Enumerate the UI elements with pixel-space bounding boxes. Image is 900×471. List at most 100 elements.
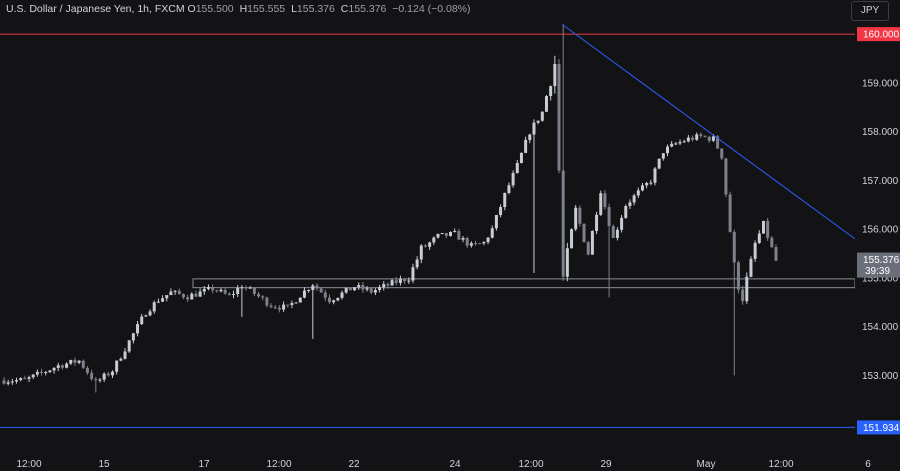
candle-body	[428, 242, 432, 247]
candle-body	[611, 225, 615, 238]
candle-body	[494, 215, 498, 229]
price-tick-label: 159.000	[862, 78, 899, 89]
price-tick-label: 156.000	[862, 225, 899, 236]
candle-body	[48, 370, 52, 373]
candle-body	[85, 367, 89, 373]
candle-body	[27, 377, 31, 379]
change-value: −0.124 (−0.08%)	[392, 3, 471, 15]
high-label: H	[239, 3, 248, 15]
candle-body	[703, 135, 707, 137]
candle-body	[419, 245, 423, 260]
candle-body	[348, 287, 352, 291]
candle-body	[169, 291, 173, 296]
candle-body	[570, 229, 574, 249]
candle-body	[190, 293, 194, 300]
candle-body	[119, 358, 123, 361]
last-price-tag	[857, 252, 900, 278]
candle-body	[248, 287, 252, 289]
candle-body	[223, 289, 227, 294]
time-tick-label: 12:00	[768, 459, 793, 470]
price-tick-label: 154.000	[862, 322, 899, 333]
time-tick-label: 17	[198, 459, 210, 470]
candle-body	[23, 378, 27, 380]
candle-body	[499, 207, 503, 216]
candle-body	[707, 136, 711, 141]
candle-body	[699, 134, 703, 136]
time-tick-label: 29	[600, 459, 612, 470]
candle-body	[607, 207, 611, 226]
price-axis[interactable]: 159.000 158.000 157.000 156.000 155.000 154.0…	[855, 0, 900, 471]
candle-body	[353, 287, 357, 291]
candle-body	[227, 293, 231, 295]
time-tick-label: May	[697, 459, 716, 470]
time-axis[interactable]: 12:00 15 17 12:00 22 24 12:00 29 May 12:00 6	[16, 459, 871, 470]
candle-body	[724, 158, 728, 195]
candle-body	[323, 292, 327, 298]
countdown-label: 39:39	[865, 266, 890, 277]
candle-body	[173, 290, 177, 292]
candle-body	[636, 190, 640, 196]
candle-body	[340, 292, 344, 298]
candle-body	[365, 288, 369, 290]
price-tick-label: 153.000	[862, 371, 899, 382]
candle-body	[682, 141, 686, 143]
level-tag-label: 160.000	[863, 30, 900, 41]
candle-body	[315, 285, 319, 289]
candle-body	[140, 316, 144, 325]
candle-body	[557, 64, 561, 171]
candle-body	[482, 242, 486, 244]
candle-body	[423, 245, 427, 247]
candle-body	[206, 287, 210, 289]
candle-body	[156, 301, 160, 303]
candle-body	[645, 183, 649, 186]
candle-body	[519, 152, 523, 163]
candle-body	[81, 360, 85, 368]
candle-body	[603, 193, 607, 208]
close-label: C	[340, 3, 349, 15]
candle-body	[136, 324, 140, 334]
candle-body	[444, 232, 448, 236]
candle-body	[40, 371, 44, 373]
candle-body	[252, 287, 256, 294]
candle-body	[10, 381, 14, 383]
candle-body	[219, 289, 223, 292]
candle-body	[265, 297, 269, 306]
candle-body	[728, 194, 732, 232]
candle-body	[357, 285, 361, 288]
candle-body	[257, 293, 261, 297]
candle-body	[732, 231, 736, 263]
candle-body	[553, 64, 557, 87]
candle-body	[144, 315, 148, 317]
currency-button[interactable]: JPY	[851, 1, 889, 21]
price-tick-label: 155.000	[862, 273, 899, 284]
candle-body	[215, 290, 219, 292]
candle-body	[211, 287, 215, 291]
candle-body	[302, 290, 306, 298]
candle-body	[436, 233, 440, 238]
candle-body	[753, 242, 757, 259]
candle-body	[394, 280, 398, 283]
candle-body	[65, 363, 69, 368]
candle-body	[478, 243, 482, 245]
candle-body	[390, 280, 394, 286]
candle-body	[307, 290, 311, 292]
open-value: 155.500	[195, 3, 234, 15]
candle-body	[311, 285, 315, 291]
high-value: 155.555	[247, 3, 286, 15]
candle-body	[544, 96, 548, 112]
candle-body	[761, 220, 765, 234]
candle-body	[294, 302, 298, 304]
candle-body	[332, 300, 336, 303]
candle-body	[620, 217, 624, 230]
candle-body	[60, 365, 64, 368]
time-tick-label: 24	[449, 459, 461, 470]
candle-body	[532, 122, 536, 135]
candle-body	[186, 297, 190, 300]
candle-body	[115, 360, 119, 372]
level-tag-1	[857, 420, 900, 435]
candle-body	[19, 378, 23, 381]
candle-body	[774, 247, 778, 261]
candle-body	[90, 372, 94, 380]
